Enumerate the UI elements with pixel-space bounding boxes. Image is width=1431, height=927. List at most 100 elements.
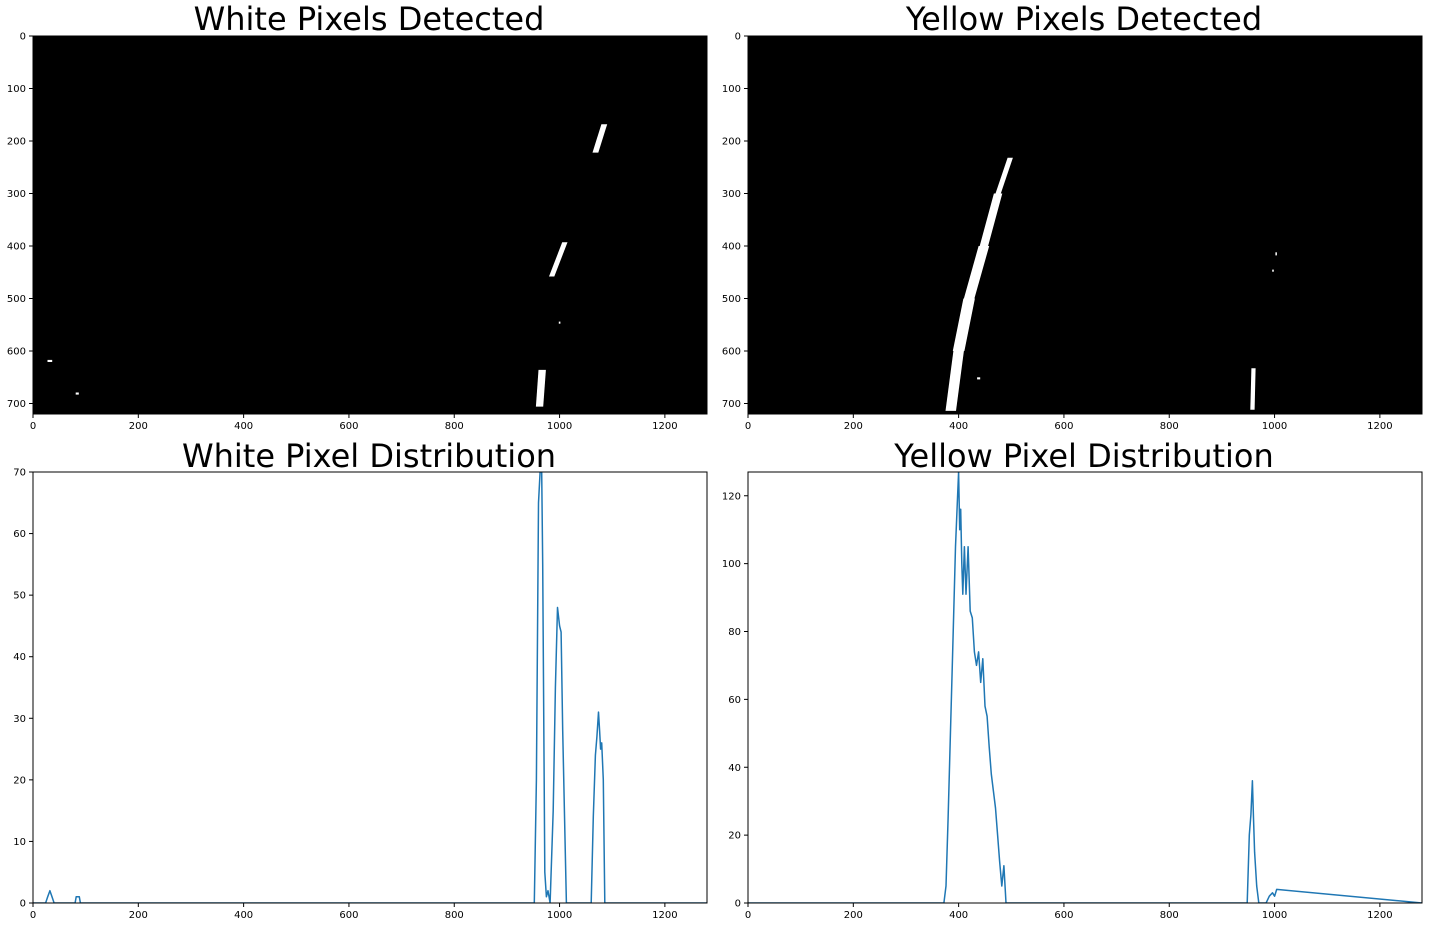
y-tick-label-yellow-detected-2: 200 xyxy=(722,137,741,148)
axes-frame-yellow-detected xyxy=(747,35,1423,415)
x-tick-label-yellow-detected-1: 200 xyxy=(844,421,863,432)
line-layer-yellow-distribution xyxy=(748,472,1422,903)
x-tick-label-white-distribution-1: 200 xyxy=(129,910,148,921)
x-tick-label-yellow-distribution-1: 200 xyxy=(844,910,863,921)
panel-title-white-detected: White Pixels Detected xyxy=(194,0,545,38)
x-tick-label-white-detected-6: 1200 xyxy=(652,421,677,432)
y-tick-label-white-distribution-5: 50 xyxy=(13,591,26,602)
axes-frame-white-detected xyxy=(32,35,708,415)
pixel-blob-yellow-detected-8 xyxy=(977,377,981,380)
pixel-blob-yellow-detected-0 xyxy=(995,157,1013,194)
y-tick-label-white-distribution-0: 0 xyxy=(20,899,26,910)
panel-white-detected: White Pixels Detected 0 200 400 600 800 1000 1… xyxy=(7,0,708,432)
x-tick-label-yellow-detected-4: 800 xyxy=(1160,421,1179,432)
y-tick-label-white-detected-3: 300 xyxy=(7,189,26,200)
y-tick-label-yellow-detected-6: 600 xyxy=(722,347,741,358)
panel-title-white-distribution: White Pixel Distribution xyxy=(182,437,556,475)
panel-title-yellow-detected: Yellow Pixels Detected xyxy=(905,0,1262,38)
y-tick-label-yellow-distribution-3: 60 xyxy=(728,695,741,706)
x-tick-label-white-distribution-0: 0 xyxy=(30,910,36,921)
pixel-blob-yellow-detected-3 xyxy=(952,298,975,351)
x-tick-label-yellow-detected-5: 1000 xyxy=(1262,421,1287,432)
y-tick-label-yellow-distribution-6: 120 xyxy=(722,491,741,502)
x-tick-label-yellow-distribution-5: 1000 xyxy=(1262,910,1287,921)
y-tick-label-white-detected-2: 200 xyxy=(7,137,26,148)
y-tick-label-white-distribution-4: 40 xyxy=(13,652,26,663)
pixel-blob-white-detected-1 xyxy=(549,242,568,277)
x-tick-label-white-detected-0: 0 xyxy=(30,421,36,432)
y-tick-label-yellow-distribution-1: 20 xyxy=(728,831,741,842)
series-line-white-distribution-0 xyxy=(33,472,707,903)
y-tick-label-yellow-distribution-0: 0 xyxy=(735,899,741,910)
x-tick-label-white-distribution-5: 1000 xyxy=(547,910,572,921)
x-tick-label-white-detected-5: 1000 xyxy=(547,421,572,432)
image-background-yellow-detected xyxy=(748,36,1422,414)
x-tick-label-white-detected-2: 400 xyxy=(234,421,253,432)
plot-background-yellow-distribution xyxy=(748,472,1422,903)
pixel-layer-white-detected xyxy=(47,124,608,407)
y-tick-label-white-distribution-2: 20 xyxy=(13,775,26,786)
x-tick-label-yellow-distribution-0: 0 xyxy=(745,910,751,921)
x-tick-label-yellow-detected-2: 400 xyxy=(949,421,968,432)
y-tick-label-white-distribution-3: 30 xyxy=(13,714,26,725)
panel-title-yellow-distribution: Yellow Pixel Distribution xyxy=(893,437,1274,475)
image-background-white-detected xyxy=(33,36,707,414)
x-tick-label-yellow-distribution-3: 600 xyxy=(1054,910,1073,921)
y-tick-label-yellow-detected-0: 0 xyxy=(735,32,741,43)
plot-area-white-detected: 0 200 400 600 800 1000 1200 0 100 200 300 400 500 600… xyxy=(7,32,708,432)
y-tick-label-yellow-detected-1: 100 xyxy=(722,84,741,95)
plot-area-white-distribution: 0 200 400 600 800 1000 1200 0 10 20 30 40 50 60 70 xyxy=(13,468,708,921)
pixel-blob-white-detected-5 xyxy=(75,392,79,395)
plot-area-yellow-distribution: 0 200 400 600 800 1000 1200 0 20 40 60 80 100 120 xyxy=(722,471,1423,921)
pixel-layer-yellow-detected xyxy=(945,157,1277,411)
x-tick-label-yellow-distribution-2: 400 xyxy=(949,910,968,921)
panel-yellow-distribution: Yellow Pixel Distribution 0 200 400 600 800 1… xyxy=(722,437,1423,921)
pixel-blob-yellow-detected-5 xyxy=(1250,368,1256,410)
panel-yellow-detected: Yellow Pixels Detected 0 200 400 600 800 1000… xyxy=(722,0,1423,432)
pixel-blob-yellow-detected-1 xyxy=(979,193,1003,246)
y-tick-label-white-distribution-6: 60 xyxy=(13,529,26,540)
pixel-blob-white-detected-3 xyxy=(558,321,561,324)
x-tick-label-yellow-detected-0: 0 xyxy=(745,421,751,432)
x-tick-label-white-distribution-3: 600 xyxy=(339,910,358,921)
x-tick-label-white-distribution-4: 800 xyxy=(445,910,464,921)
pixel-blob-yellow-detected-6 xyxy=(1275,252,1277,256)
plot-background-white-distribution xyxy=(33,472,707,903)
y-tick-label-yellow-distribution-5: 100 xyxy=(722,559,741,570)
pixel-blob-yellow-detected-2 xyxy=(963,246,990,299)
pixel-blob-white-detected-0 xyxy=(592,124,608,153)
x-tick-label-white-detected-1: 200 xyxy=(129,421,148,432)
x-tick-label-white-distribution-2: 400 xyxy=(234,910,253,921)
x-tick-label-yellow-detected-3: 600 xyxy=(1054,421,1073,432)
y-tick-label-white-detected-1: 100 xyxy=(7,84,26,95)
x-tick-label-yellow-detected-6: 1200 xyxy=(1367,421,1392,432)
y-tick-label-white-distribution-7: 70 xyxy=(13,468,26,479)
axes-frame-white-distribution xyxy=(32,471,708,904)
y-tick-label-yellow-detected-7: 700 xyxy=(722,399,741,410)
y-tick-label-white-detected-7: 700 xyxy=(7,399,26,410)
y-tick-label-yellow-distribution-4: 80 xyxy=(728,627,741,638)
x-tick-label-yellow-distribution-6: 1200 xyxy=(1367,910,1392,921)
x-tick-label-white-detected-4: 800 xyxy=(445,421,464,432)
y-tick-label-white-distribution-1: 10 xyxy=(13,837,26,848)
y-tick-label-white-detected-6: 600 xyxy=(7,347,26,358)
x-tick-label-white-detected-3: 600 xyxy=(339,421,358,432)
series-line-yellow-distribution-0 xyxy=(748,472,1422,903)
line-layer-white-distribution xyxy=(33,472,707,903)
pixel-blob-white-detected-2 xyxy=(535,369,546,407)
axes-frame-yellow-distribution xyxy=(747,471,1423,904)
y-tick-label-white-detected-5: 500 xyxy=(7,294,26,305)
y-tick-label-white-detected-4: 400 xyxy=(7,242,26,253)
pixel-blob-yellow-detected-4 xyxy=(945,351,964,411)
y-tick-label-yellow-detected-3: 300 xyxy=(722,189,741,200)
x-tick-label-white-distribution-6: 1200 xyxy=(652,910,677,921)
y-tick-label-yellow-detected-4: 400 xyxy=(722,242,741,253)
y-tick-label-yellow-detected-5: 500 xyxy=(722,294,741,305)
plot-area-yellow-detected: 0 200 400 600 800 1000 1200 0 100 200 300 400 500 600… xyxy=(722,32,1423,432)
y-tick-label-white-detected-0: 0 xyxy=(20,32,26,43)
x-tick-label-yellow-distribution-4: 800 xyxy=(1160,910,1179,921)
panel-white-distribution: White Pixel Distribution 0 200 400 600 800 10… xyxy=(13,437,708,921)
pixel-blob-yellow-detected-7 xyxy=(1272,269,1274,272)
y-tick-label-yellow-distribution-2: 40 xyxy=(728,763,741,774)
